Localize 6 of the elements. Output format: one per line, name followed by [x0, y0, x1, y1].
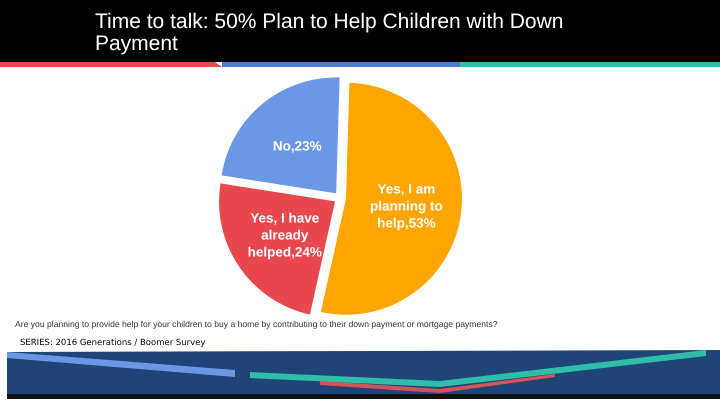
slice-label: No,23% [272, 138, 322, 154]
slice-label: Yes, I am planning to help,53% [370, 180, 443, 230]
slice-label: Yes, I have already helped,24% [248, 210, 322, 260]
text: Are you planning to provide help for your children to buy a home by contributing to their down payment or mortgage payments? [15, 319, 498, 329]
chart-title: Time to talk: 50% Plan to Help Children with Down Payment [95, 10, 564, 55]
text: SERIES: 2016 Generations / Boomer Survey [20, 338, 206, 348]
